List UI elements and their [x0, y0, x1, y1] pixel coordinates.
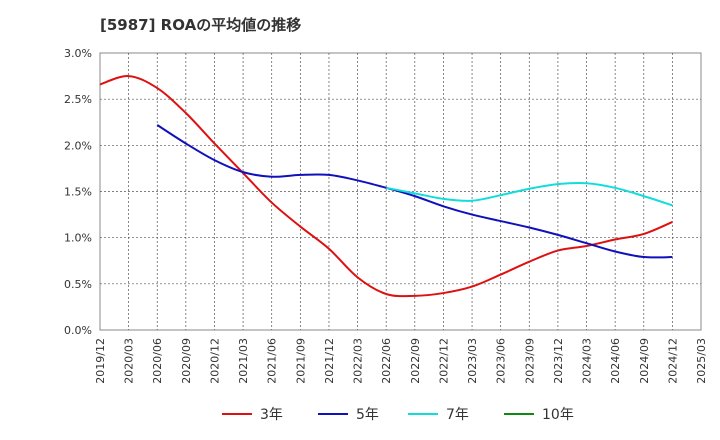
x-tick-label: 2022/09	[409, 338, 422, 384]
y-tick-label: 2.5%	[64, 93, 92, 106]
series-line-1	[99, 75, 673, 298]
x-tick-label: 2020/09	[180, 338, 193, 384]
x-tick-label: 2025/03	[695, 338, 708, 384]
x-tick-label: 2023/09	[523, 338, 536, 384]
x-tick-label: 2022/03	[352, 338, 365, 384]
chart-title: [5987] ROAの平均値の推移	[100, 16, 302, 34]
y-tick-label: 3.0%	[64, 47, 92, 60]
x-tick-label: 2024/03	[581, 338, 594, 384]
x-tick-label: 2019/12	[94, 338, 107, 384]
x-tick-label: 2022/12	[437, 338, 450, 384]
x-tick-label: 2021/06	[266, 338, 279, 384]
x-tick-label: 2023/06	[495, 338, 508, 384]
x-tick-label: 2024/12	[666, 338, 679, 384]
x-tick-label: 2022/06	[380, 338, 393, 384]
x-tick-label: 2024/06	[609, 338, 622, 384]
y-tick-label: 1.0%	[64, 232, 92, 245]
y-tick-label: 0.0%	[64, 324, 92, 337]
legend-label-1: 3年	[260, 407, 283, 423]
x-tick-label: 2021/12	[323, 338, 336, 384]
y-tick-label: 1.5%	[64, 186, 92, 199]
x-tick-label: 2024/09	[638, 338, 651, 384]
x-tick-label: 2020/03	[123, 338, 136, 384]
x-tick-label: 2023/03	[466, 338, 479, 384]
series-line-2	[156, 124, 673, 259]
series-line-3	[386, 181, 673, 207]
legend-label-2: 5年	[356, 407, 379, 423]
legend-label-3: 7年	[446, 407, 469, 423]
x-tick-label: 2021/09	[294, 338, 307, 384]
x-tick-label: 2021/03	[237, 338, 250, 384]
x-tick-label: 2023/12	[552, 338, 565, 384]
x-tick-label: 2020/12	[208, 338, 221, 384]
legend-label-4: 10年	[542, 407, 574, 423]
x-tick-label: 2020/06	[151, 338, 164, 384]
y-tick-label: 0.5%	[64, 278, 92, 291]
y-tick-label: 2.0%	[64, 139, 92, 152]
